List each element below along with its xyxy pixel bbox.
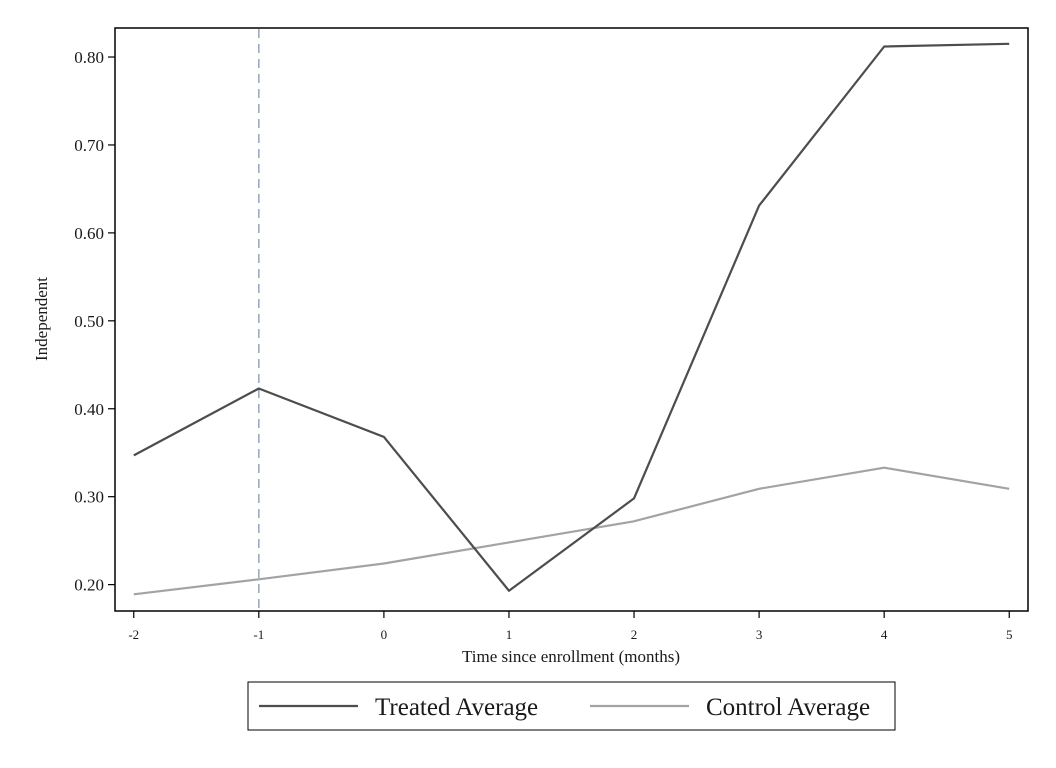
x-tick-label: 3: [756, 627, 763, 642]
x-tick-label: -1: [253, 627, 264, 642]
y-tick-label: 0.20: [74, 576, 104, 595]
y-tick-label: 0.50: [74, 312, 104, 331]
x-tick-label: 5: [1006, 627, 1013, 642]
y-tick-label: 0.80: [74, 48, 104, 67]
y-axis: 0.20 0.30 0.40 0.50 0.60 0.70 0.80: [74, 48, 115, 595]
legend-label-treated-average: Treated Average: [375, 694, 538, 721]
y-tick-label: 0.70: [74, 136, 104, 155]
series-lines: [133, 42, 1010, 596]
x-tick-label: -2: [128, 627, 139, 642]
legend-label-control-average: Control Average: [706, 694, 870, 721]
x-tick-label: 4: [881, 627, 888, 642]
series-line-treated-average: [133, 42, 1010, 592]
series-line-control-average: [133, 466, 1010, 596]
plot-frame: [114, 27, 1029, 612]
legend: Treated Average Control Average: [247, 681, 896, 731]
y-tick-label: 0.30: [74, 488, 104, 507]
y-tick-label: 0.60: [74, 224, 104, 243]
y-tick-label: 0.40: [74, 400, 104, 419]
x-tick-label: 2: [631, 627, 638, 642]
y-axis-title: Independent: [32, 277, 51, 361]
x-axis: -2 -1 0 1 2 3 4 5: [128, 611, 1012, 642]
x-tick-label: 0: [381, 627, 388, 642]
x-axis-title: Time since enrollment (months): [462, 647, 680, 666]
x-tick-label: 1: [506, 627, 513, 642]
